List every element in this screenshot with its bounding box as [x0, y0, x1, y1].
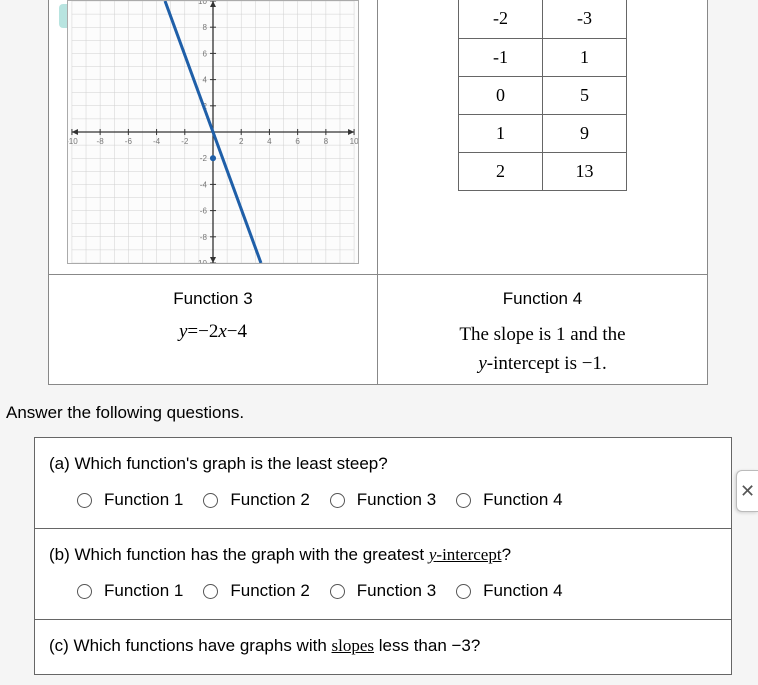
function4-description: The slope is 1 and the y-intercept is −1… — [388, 321, 697, 378]
table-cell: 2 — [459, 152, 543, 190]
question-c-text: (c) Which functions have graphs with slo… — [49, 636, 717, 656]
question-b-options: Function 1 Function 2 Function 3 Functio… — [49, 581, 717, 601]
radio-a-f2[interactable] — [203, 493, 218, 508]
question-b: (b) Which function has the graph with th… — [35, 529, 731, 620]
svg-text:-2: -2 — [181, 137, 189, 146]
svg-text:8: 8 — [324, 137, 329, 146]
function4-title: Function 4 — [388, 289, 697, 309]
option-label: Function 4 — [483, 490, 562, 510]
svg-text:-6: -6 — [125, 137, 133, 146]
svg-text:-2: -2 — [200, 154, 208, 163]
table-cell: 5 — [543, 76, 627, 114]
function2-table-cell: -2-3-110519213 — [378, 0, 708, 275]
option-label: Function 1 — [104, 490, 183, 510]
answer-heading: Answer the following questions. — [6, 385, 752, 437]
svg-text:-10: -10 — [68, 137, 78, 146]
option-label: Function 3 — [357, 490, 436, 510]
table-cell: 0 — [459, 76, 543, 114]
function3-title: Function 3 — [59, 289, 367, 309]
value-table: -2-3-110519213 — [458, 0, 627, 191]
svg-text:-4: -4 — [153, 137, 161, 146]
svg-text:-8: -8 — [200, 233, 208, 242]
table-cell: -3 — [543, 0, 627, 38]
function3-cell: Function 3 y=−2x−4 — [48, 275, 378, 385]
radio-a-f1[interactable] — [77, 493, 92, 508]
svg-text:-6: -6 — [200, 207, 208, 216]
table-cell: 1 — [459, 114, 543, 152]
svg-text:10: 10 — [198, 1, 207, 6]
option-label: Function 3 — [357, 581, 436, 601]
table-cell: 1 — [543, 38, 627, 76]
option-label: Function 2 — [230, 581, 309, 601]
svg-text:6: 6 — [295, 137, 300, 146]
question-a-options: Function 1 Function 2 Function 3 Functio… — [49, 490, 717, 510]
table-cell: -2 — [459, 0, 543, 38]
svg-text:-4: -4 — [200, 180, 208, 189]
svg-text:4: 4 — [202, 76, 207, 85]
close-icon: ✕ — [740, 481, 755, 502]
svg-text:6: 6 — [202, 49, 207, 58]
question-b-text: (b) Which function has the graph with th… — [49, 545, 717, 565]
function1-graph-cell: ⌄ -10-8-6-4-2246810-10-8-6-4-2246810 — [48, 0, 378, 275]
svg-text:2: 2 — [239, 137, 244, 146]
bottom-row: Function 3 y=−2x−4 Function 4 The slope … — [48, 275, 752, 385]
svg-text:-8: -8 — [97, 137, 105, 146]
table-cell: 9 — [543, 114, 627, 152]
radio-a-f3[interactable] — [330, 493, 345, 508]
radio-b-f3[interactable] — [330, 584, 345, 599]
svg-text:-10: -10 — [195, 259, 207, 263]
option-label: Function 4 — [483, 581, 562, 601]
option-label: Function 1 — [104, 581, 183, 601]
question-a: (a) Which function's graph is the least … — [35, 438, 731, 529]
question-a-text: (a) Which function's graph is the least … — [49, 454, 717, 474]
svg-text:10: 10 — [350, 137, 358, 146]
function4-cell: Function 4 The slope is 1 and the y-inte… — [378, 275, 708, 385]
side-tab-close[interactable]: ✕ — [736, 470, 758, 512]
table-cell: -1 — [459, 38, 543, 76]
graph-svg: -10-8-6-4-2246810-10-8-6-4-2246810 — [68, 1, 358, 263]
questions-box: (a) Which function's graph is the least … — [34, 437, 732, 675]
graph-area: -10-8-6-4-2246810-10-8-6-4-2246810 — [67, 0, 359, 264]
radio-b-f2[interactable] — [203, 584, 218, 599]
svg-text:4: 4 — [267, 137, 272, 146]
option-label: Function 2 — [230, 490, 309, 510]
top-row: ⌄ -10-8-6-4-2246810-10-8-6-4-2246810 -2-… — [48, 0, 752, 275]
table-cell: 13 — [543, 152, 627, 190]
main-container: ⌄ -10-8-6-4-2246810-10-8-6-4-2246810 -2-… — [0, 0, 758, 675]
radio-b-f1[interactable] — [77, 584, 92, 599]
svg-text:8: 8 — [202, 23, 207, 32]
question-c: (c) Which functions have graphs with slo… — [35, 620, 731, 674]
function3-equation: y=−2x−4 — [59, 321, 367, 343]
radio-a-f4[interactable] — [456, 493, 471, 508]
radio-b-f4[interactable] — [456, 584, 471, 599]
